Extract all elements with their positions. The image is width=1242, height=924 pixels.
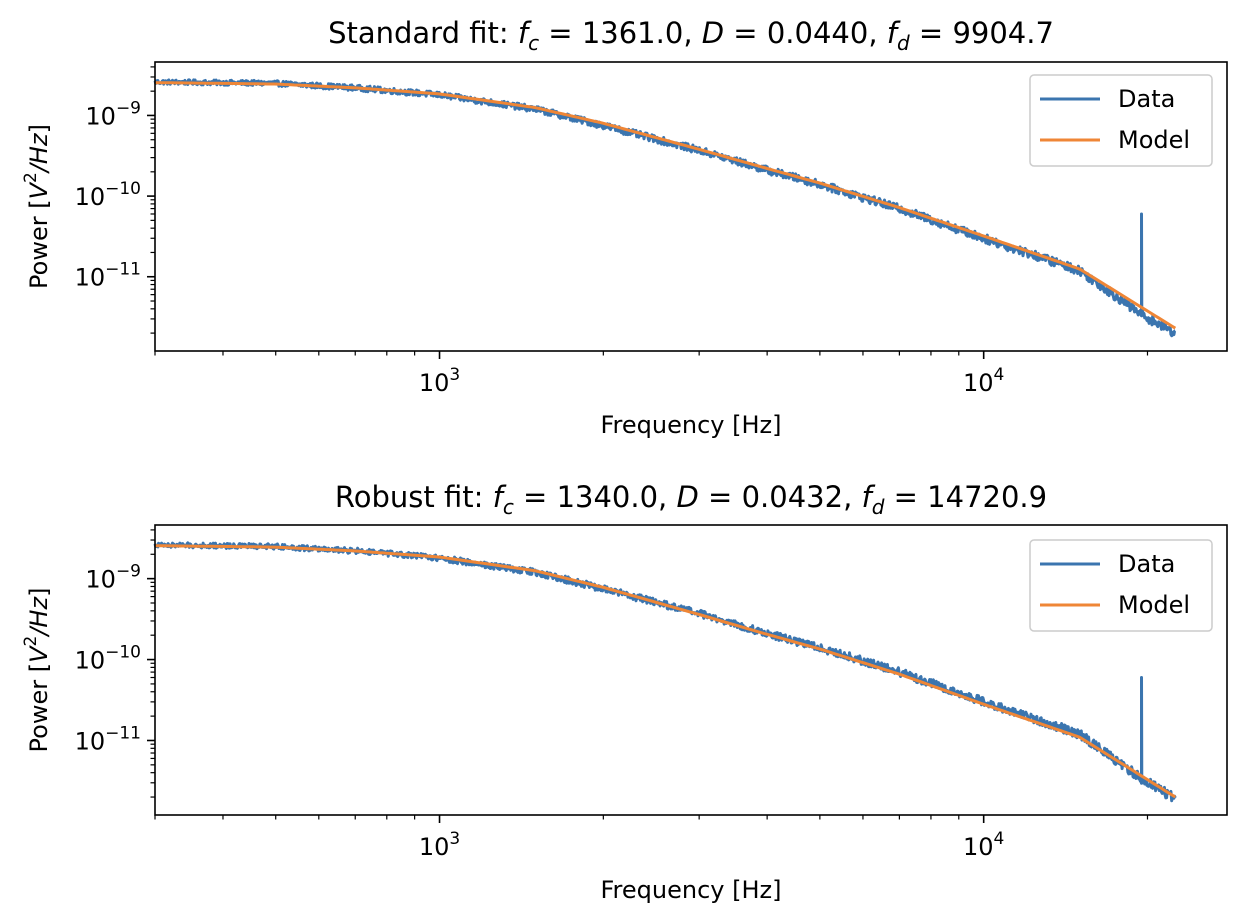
top-x-tick-label: 104 <box>963 365 1004 397</box>
top-y-axis-label: Power [V2/Hz] <box>21 124 53 289</box>
top-x-axis-label: Frequency [Hz] <box>601 411 782 439</box>
top-y-tick-label: 10−11 <box>75 260 141 292</box>
bottom-x-tick-label: 104 <box>963 829 1004 861</box>
bottom-fd-value: 14720.9 <box>927 480 1047 514</box>
bottom-model-line <box>154 544 1177 799</box>
bottom-chart-title: Robust fit: fc = 1340.0, D = 0.0432, fd … <box>335 480 1047 519</box>
bottom-y-tick-label: 10−11 <box>75 723 141 755</box>
bottom-axes-frame <box>154 524 1228 816</box>
bottom-x-tick-labels: 103 104 <box>419 829 1005 861</box>
top-plot-area <box>153 78 1177 338</box>
bottom-y-axis-label: Power [V2/Hz] <box>21 588 53 753</box>
top-y-tick-labels: 10−9 10−10 10−11 <box>75 98 141 291</box>
bottom-legend: Data Model <box>1029 539 1213 632</box>
top-fd-value: 9904.7 <box>952 16 1053 50</box>
bottom-legend-model-label: Model <box>1118 591 1190 619</box>
top-model-line <box>155 81 1177 330</box>
top-legend: Data Model <box>1029 74 1213 167</box>
bottom-y-tick-label: 10−10 <box>75 643 141 675</box>
top-legend-model-label: Model <box>1118 126 1190 154</box>
top-y-tick-label: 10−9 <box>85 98 141 130</box>
top-fc-value: 1361.0 <box>582 16 683 50</box>
top-d-value: 0.0440 <box>767 16 868 50</box>
top-y-tick-label: 10−10 <box>75 179 141 211</box>
bottom-ticks <box>147 529 1149 823</box>
top-chart-title: Standard fit: fc = 1361.0, D = 0.0440, f… <box>328 16 1054 55</box>
bottom-d-value: 0.0432 <box>742 480 843 514</box>
bottom-legend-data-label: Data <box>1118 550 1175 578</box>
top-x-tick-labels: 103 104 <box>419 365 1005 397</box>
bottom-data-line <box>153 541 1177 803</box>
bottom-fc-value: 1340.0 <box>557 480 658 514</box>
top-legend-data-label: Data <box>1118 85 1175 113</box>
bottom-plot-area <box>153 541 1177 803</box>
bottom-x-axis-label: Frequency [Hz] <box>601 876 782 904</box>
top-axes-frame <box>154 61 1228 352</box>
bottom-y-tick-labels: 10−9 10−10 10−11 <box>75 562 141 756</box>
bottom-x-tick-label: 103 <box>419 829 460 861</box>
top-data-line <box>153 78 1177 338</box>
top-x-tick-label: 103 <box>419 365 460 397</box>
bottom-y-tick-label: 10−9 <box>85 562 141 594</box>
bottom-panel: Robust fit: fc = 1340.0, D = 0.0432, fd … <box>21 480 1228 904</box>
top-panel: Standard fit: fc = 1361.0, D = 0.0440, f… <box>21 16 1228 439</box>
top-ticks <box>147 66 1149 359</box>
